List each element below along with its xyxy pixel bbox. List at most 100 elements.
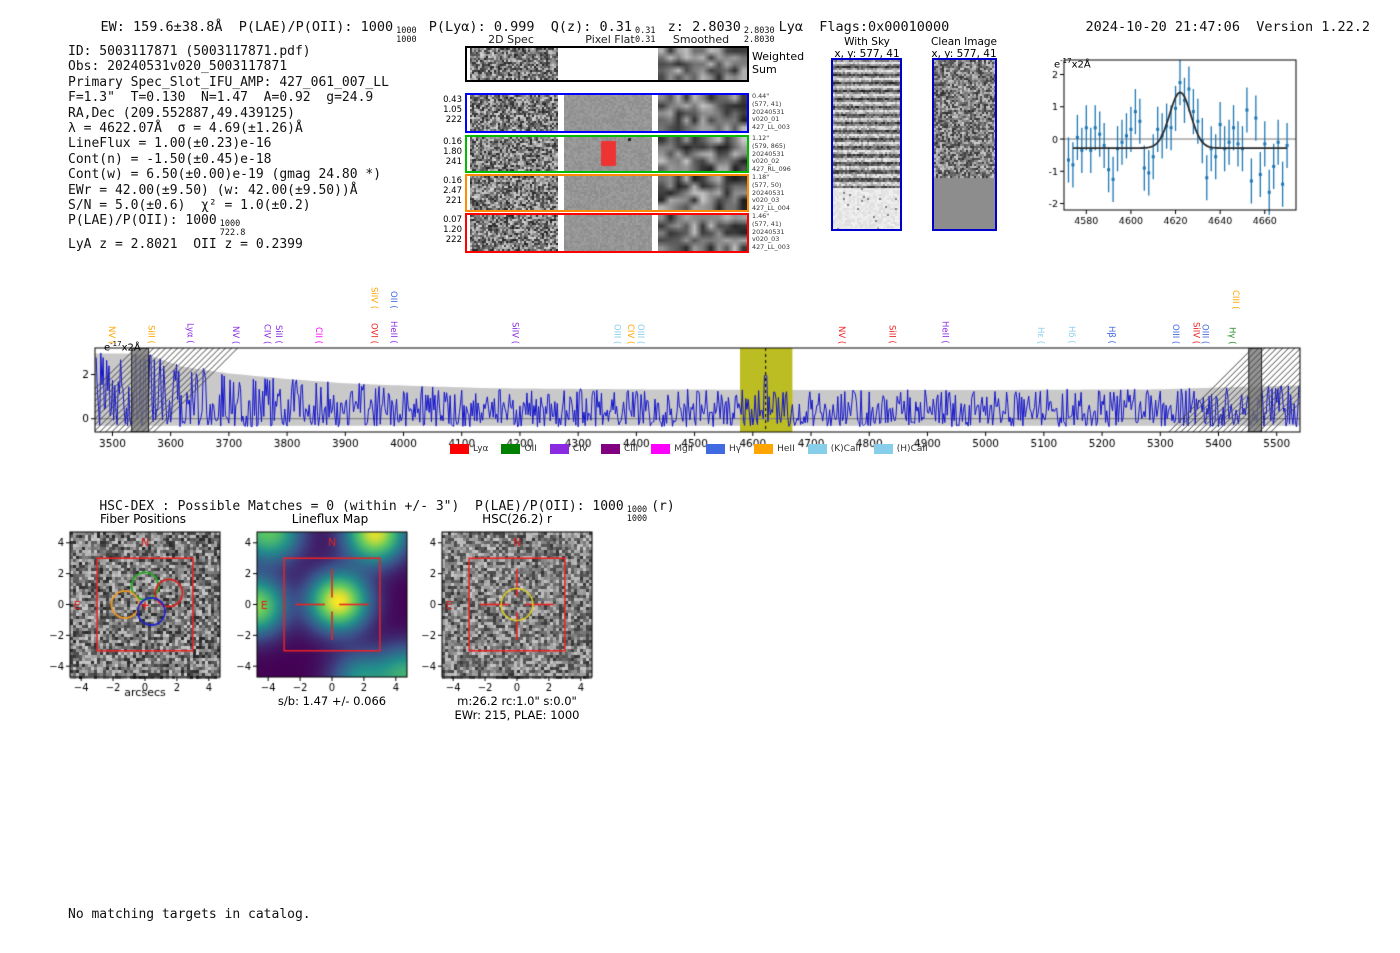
z-lo: 2.8030 — [743, 34, 775, 45]
info-line: Cont(n) = -1.50(±0.45)e-18 — [68, 151, 272, 167]
col-header-smoothed: Smoothed — [672, 33, 730, 46]
hsc-dex-line: HSC-DEX : Possible Matches = 0 (within +… — [68, 484, 674, 538]
spec2d-left-label: 222 — [445, 115, 462, 125]
spectrum-units-label: e-17x2Å — [104, 340, 141, 353]
hsc-hi: 1000 — [626, 505, 648, 515]
emission-line-label: HeII ( — [388, 321, 399, 344]
z-type: Lyα — [778, 19, 803, 35]
smoothed-image — [658, 176, 747, 210]
legend-label: MgII — [674, 444, 694, 454]
hsc-dex-hilo: 1000 1000 — [627, 506, 647, 523]
spec2d-left-label: 0.16 — [443, 137, 462, 147]
spec2d-row — [465, 46, 749, 82]
spec2d-right-label: 1.12" — [752, 134, 770, 142]
spec2d-row — [465, 174, 749, 212]
clean-image-panel — [932, 58, 997, 231]
legend-swatch — [600, 444, 620, 454]
legend-swatch — [807, 444, 827, 454]
header-summary: EW: 159.6±38.8Å P(LAE)/P(OII): 1000 1000 1… — [68, 3, 950, 60]
info-line: ID: 5003117871 (5003117871.pdf) — [68, 44, 311, 59]
spec2d-right-label: (577, 41) — [752, 99, 782, 108]
spec2d-image — [470, 48, 558, 80]
spec2d-row-right-labels: 1.18" (577, 50) 20240531 v020_03 427_LL_004 — [752, 173, 790, 213]
spec2d-left-label: 2.47 — [443, 186, 462, 196]
spec2d-right-label: v020_02 — [752, 157, 780, 166]
spec2d-left-label: 1.20 — [443, 225, 462, 235]
spec2d-right-label: 20240531 — [752, 227, 785, 236]
spec2d-right-label: (577, 50) — [752, 180, 782, 189]
plae-hi: 1000 — [396, 26, 417, 36]
info-plae-hi: 1000 — [219, 219, 241, 230]
hsc-lo: 1000 — [626, 513, 648, 524]
legend-swatch — [706, 444, 726, 454]
spec2d-left-label: 222 — [445, 235, 462, 245]
spec2d-left-label: 241 — [445, 157, 462, 167]
spec2d-right-label: (577, 41) — [752, 219, 782, 228]
emission-line-label: CIII ( — [1229, 289, 1240, 309]
report-datetime: 2024-10-20 21:47:06 — [1085, 19, 1240, 35]
legend-swatch — [450, 444, 469, 454]
full-spectrum-plot — [78, 338, 1308, 450]
info-line: F=1.3" T=0.130 N=1.47 A=0.92 g=24.9 — [68, 90, 374, 106]
legend-label: CIV — [572, 444, 588, 454]
with-sky-coords: x, y: 577, 41 — [834, 48, 900, 60]
legend-item: Hγ — [706, 444, 741, 454]
u-e2: -17 — [110, 340, 122, 348]
z-value: 2.8030 — [692, 19, 741, 35]
spec2d-right-label: 0.44" — [752, 92, 770, 100]
legend-item: MgII — [651, 444, 693, 454]
legend-label: (K)CaII — [830, 444, 861, 454]
qz-lo: 0.31 — [635, 34, 656, 45]
spec2d-right-label: (579, 865) — [752, 141, 786, 150]
spec2d-row-left-labels: 0.43 1.05 222 — [439, 95, 462, 125]
lineflux-map-title: Lineflux Map — [291, 512, 369, 526]
ew-value: 159.6±38.8Å — [133, 19, 223, 35]
qz-hi: 0.31 — [635, 26, 656, 36]
pixel-flat-image — [564, 176, 652, 210]
spec2d-right-label: 1.46" — [752, 212, 770, 220]
emission-line-label: OIII ( — [611, 323, 622, 344]
clean-image-coords: x, y: 577, 41 — [931, 48, 997, 60]
emission-line-label: SiIV ( — [1190, 321, 1201, 344]
u-s: x2Å — [1071, 59, 1091, 71]
emission-line-label: CIV ( — [261, 323, 272, 344]
spec2d-left-label: 1.80 — [443, 147, 462, 157]
legend-swatch — [501, 444, 521, 454]
legend-label: HeII — [777, 444, 795, 454]
spec2d-right-label: 427_LL_003 — [752, 123, 790, 132]
qz-label: Q(z): — [550, 19, 592, 35]
info-line: Cont(w) = 6.50(±0.00)e-19 (gmag 24.80 *) — [68, 167, 382, 183]
col-header-2dspec: 2D Spec — [488, 33, 534, 46]
emission-line-label: NV ( — [229, 325, 240, 344]
spec2d-row-right-labels: 0.44" (577, 41) 20240531 v020_01 427_LL_003 — [752, 92, 790, 132]
with-sky-image — [833, 60, 900, 229]
legend-item: (H)CaII — [873, 444, 928, 454]
emission-line-label: OIII ( — [1170, 323, 1180, 344]
emission-line-label: CIV ( — [625, 323, 636, 344]
sp — [421, 19, 429, 35]
fiber-positions-title: Fiber Positions — [99, 512, 187, 526]
u-p: e — [1054, 59, 1061, 71]
spec2d-row-right-labels: 1.46" (577, 41) 20240531 v020_03 427_LL_003 — [752, 212, 790, 252]
legend-item: (K)CaII — [807, 444, 861, 454]
spec2d-row-left-labels: 0.16 2.47 221 — [439, 176, 462, 206]
u-p2: e — [104, 342, 111, 354]
emission-line-label: HeII ( — [939, 321, 950, 344]
plae-lo: 1000 — [396, 34, 417, 45]
info-line: LyA z = 2.8021 OII z = 0.2399 — [68, 237, 303, 253]
info-plae-hilo: 1000 722.8 — [220, 220, 246, 237]
legend-swatch — [754, 444, 774, 454]
pixel-flat-image — [564, 215, 652, 251]
smoothed-image — [658, 48, 747, 80]
qz-hilo: 0.31 0.31 — [635, 27, 655, 44]
spec2d-right-label: Weighted — [752, 50, 805, 63]
fit-units-label: e-17x2Å — [1054, 57, 1091, 70]
qz-value: 0.31 — [599, 19, 633, 35]
info-line: LineFlux = 1.00(±0.23)e-16 — [68, 136, 272, 152]
emission-line-label: SiIV ( — [368, 286, 379, 309]
legend-label: Hγ — [729, 444, 742, 454]
sp — [125, 19, 133, 35]
footer-line-1: No matching targets in catalog. — [68, 907, 311, 922]
col-header-pixelflat: Pixel Flat — [585, 33, 635, 46]
